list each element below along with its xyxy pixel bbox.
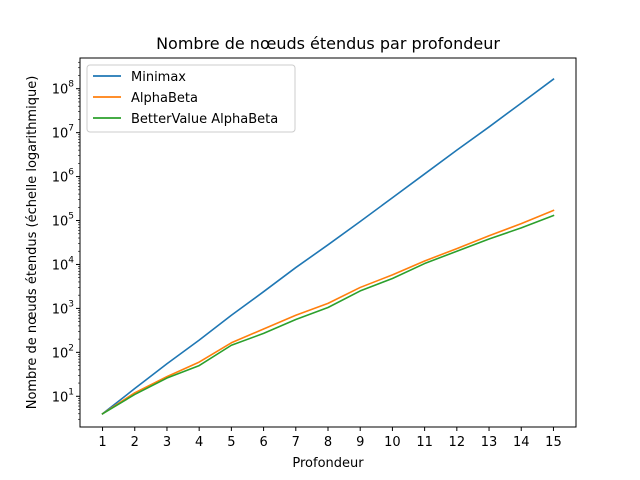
legend-entry-label: BetterValue AlphaBeta <box>131 112 278 127</box>
y-tick-exponent: 5 <box>68 212 74 222</box>
plot-area <box>101 78 555 415</box>
y-tick-exponent: 8 <box>68 80 74 90</box>
y-tick-exponent: 6 <box>68 168 74 178</box>
y-tick-label: 101 <box>52 387 74 405</box>
y-tick-label: 103 <box>52 299 74 317</box>
y-tick-exponent: 7 <box>68 124 74 134</box>
y-tick-base: 10 <box>52 215 69 230</box>
y-tick-exponent: 2 <box>68 343 74 353</box>
x-tick-label: 1 <box>98 435 106 450</box>
legend: Minimax AlphaBeta BetterValue AlphaBeta <box>86 64 296 133</box>
x-tick-label: 11 <box>416 435 433 450</box>
series-line-alphabeta <box>101 209 555 415</box>
y-tick-base: 10 <box>52 302 69 317</box>
y-tick-label: 106 <box>52 168 75 186</box>
x-tick-label: 6 <box>259 435 267 450</box>
y-tick-base: 10 <box>52 171 69 186</box>
x-tick-label: 10 <box>384 435 401 450</box>
y-tick-base: 10 <box>52 83 69 98</box>
y-tick-label: 108 <box>52 80 75 98</box>
y-tick-exponent: 1 <box>68 387 74 397</box>
x-tick-label: 3 <box>163 435 171 450</box>
y-axis-label: Nombre de nœuds étendus (échelle logarit… <box>25 76 40 410</box>
y-tick-exponent: 4 <box>68 255 74 265</box>
y-tick-base: 10 <box>52 127 69 142</box>
y-tick-label: 104 <box>52 255 75 273</box>
axes-frame <box>79 57 577 428</box>
legend-box <box>86 64 296 133</box>
y-tick-label: 105 <box>52 212 74 230</box>
x-tick-label: 5 <box>227 435 235 450</box>
x-tick-label: 7 <box>292 435 300 450</box>
x-tick-label: 2 <box>131 435 139 450</box>
y-tick-label: 107 <box>52 124 74 142</box>
x-tick-label: 4 <box>195 435 203 450</box>
x-axis-label: Profondeur <box>292 456 364 471</box>
y-tick-exponent: 3 <box>68 299 74 309</box>
y-tick-base: 10 <box>52 258 69 273</box>
x-tick-label: 13 <box>481 435 498 450</box>
chart-title: Nombre de nœuds étendus par profondeur <box>156 34 500 53</box>
legend-entry-label: Minimax <box>131 70 186 85</box>
x-tick-label: 14 <box>513 435 530 450</box>
y-tick-base: 10 <box>52 346 69 361</box>
x-tick-label: 15 <box>545 435 562 450</box>
x-tick-label: 12 <box>449 435 466 450</box>
legend-entry-label: AlphaBeta <box>131 91 198 106</box>
series-line-bettervalue-alphabeta <box>101 214 555 415</box>
x-tick-label: 9 <box>356 435 364 450</box>
x-axis-ticks: 1 2 3 4 5 6 7 8 9 10 11 12 13 14 15 <box>98 427 562 450</box>
series-line-minimax <box>101 78 555 415</box>
y-tick-base: 10 <box>52 390 69 405</box>
x-tick-label: 8 <box>324 435 332 450</box>
y-tick-label: 102 <box>52 343 74 361</box>
